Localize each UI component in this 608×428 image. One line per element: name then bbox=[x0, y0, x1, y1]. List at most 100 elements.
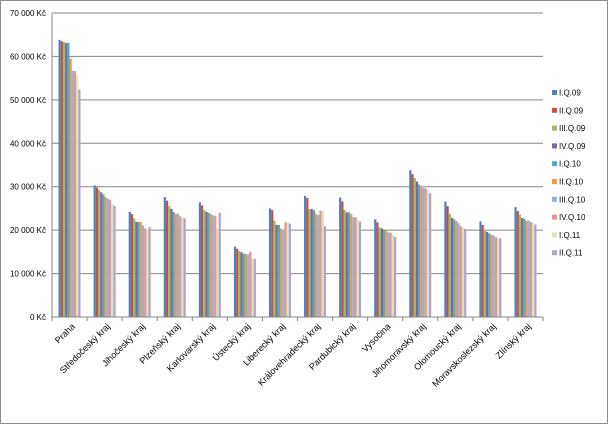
bar-I-Q-09-4 bbox=[198, 202, 202, 317]
category-label: Praha bbox=[53, 321, 77, 345]
bar-I-Q-11-3 bbox=[181, 217, 184, 317]
bar-IV-Q-10-11 bbox=[459, 226, 462, 317]
bar-IV-Q-10-3 bbox=[179, 216, 182, 317]
legend-label: III.Q.09 bbox=[559, 124, 586, 133]
bar-I-Q-10-10 bbox=[418, 184, 421, 317]
bar-IV-Q-09-11 bbox=[450, 217, 454, 317]
bar-IV-Q-10-5 bbox=[249, 251, 252, 317]
bar-I-Q-10-8 bbox=[347, 212, 351, 317]
bar-II-Q-10-3 bbox=[174, 213, 177, 317]
bar-II-Q-10-7 bbox=[315, 213, 318, 317]
bar-II-Q-10-6 bbox=[279, 228, 283, 317]
bar-III-Q-09-1 bbox=[98, 189, 101, 317]
bar-I-Q-11-4 bbox=[216, 228, 219, 317]
bar-II-Q-09-5 bbox=[236, 248, 239, 317]
bar-I-Q-11-2 bbox=[146, 229, 149, 317]
bar-II-Q-10-2 bbox=[139, 221, 142, 317]
bar-III-Q-09-10 bbox=[413, 178, 416, 317]
bar-III-Q-10-6 bbox=[282, 229, 285, 317]
bar-III-Q-10-7 bbox=[317, 214, 320, 317]
y-tick-label: 10 000 Kč bbox=[10, 270, 46, 279]
bar-III-Q-10-12 bbox=[492, 235, 495, 317]
legend-swatch bbox=[552, 125, 557, 131]
bar-II-Q-11-0 bbox=[78, 89, 81, 317]
bar-IV-Q-09-8 bbox=[345, 212, 348, 317]
y-tick-label: 0 Kč bbox=[30, 313, 46, 322]
bar-IV-Q-10-6 bbox=[284, 222, 287, 317]
bar-II-Q-11-13 bbox=[534, 224, 537, 317]
bar-I-Q-10-1 bbox=[102, 194, 105, 317]
category-label: Moravskoslezský kraj bbox=[430, 321, 498, 389]
bar-I-Q-10-6 bbox=[277, 224, 280, 317]
bar-III-Q-09-5 bbox=[238, 250, 241, 317]
bar-II-Q-11-1 bbox=[113, 205, 116, 317]
y-tick-label: 60 000 Kč bbox=[10, 52, 46, 61]
bar-II-Q-11-9 bbox=[393, 237, 397, 317]
bar-I-Q-11-8 bbox=[356, 219, 359, 317]
bar-IV-Q-10-9 bbox=[389, 232, 392, 317]
bar-IV-Q-09-5 bbox=[240, 252, 243, 317]
legend-label: I.Q.11 bbox=[559, 231, 581, 240]
bar-II-Q-09-3 bbox=[165, 200, 169, 317]
bar-II-Q-10-10 bbox=[420, 186, 423, 317]
bar-II-Q-10-1 bbox=[104, 197, 107, 317]
bar-II-Q-10-12 bbox=[490, 234, 493, 317]
bar-II-Q-10-13 bbox=[525, 220, 528, 317]
legend-swatch bbox=[552, 90, 557, 95]
bar-I-Q-10-2 bbox=[137, 221, 140, 317]
bar-IV-Q-09-3 bbox=[170, 208, 173, 317]
bar-III-Q-10-1 bbox=[106, 198, 110, 317]
legend-swatch bbox=[552, 232, 557, 238]
bar-III-Q-10-0 bbox=[71, 70, 74, 317]
bar-I-Q-09-9 bbox=[374, 219, 377, 317]
bar-I-Q-10-11 bbox=[453, 219, 456, 317]
bar-IV-Q-10-7 bbox=[319, 210, 322, 317]
bar-II-Q-09-1 bbox=[95, 187, 99, 317]
y-tick-label: 50 000 Kč bbox=[10, 96, 46, 105]
bar-II-Q-09-9 bbox=[376, 222, 379, 317]
bar-I-Q-11-12 bbox=[496, 238, 500, 317]
legend-label: III.Q.10 bbox=[559, 195, 586, 204]
bar-IV-Q-09-13 bbox=[521, 217, 524, 317]
bar-I-Q-10-12 bbox=[488, 233, 491, 317]
bar-II-Q-11-11 bbox=[464, 228, 467, 317]
legend-label: I.Q.09 bbox=[559, 89, 581, 98]
bar-I-Q-09-1 bbox=[93, 185, 96, 317]
bar-II-Q-11-12 bbox=[499, 238, 502, 317]
bar-II-Q-11-4 bbox=[218, 212, 221, 317]
bar-I-Q-11-9 bbox=[391, 234, 394, 317]
category-label: Královehradecký kraj bbox=[256, 321, 323, 388]
bar-I-Q-09-6 bbox=[268, 208, 272, 317]
bar-IV-Q-09-12 bbox=[485, 231, 489, 317]
bar-II-Q-10-9 bbox=[385, 230, 388, 317]
bar-IV-Q-09-9 bbox=[380, 228, 383, 317]
bar-II-Q-09-13 bbox=[516, 211, 519, 317]
bar-III-Q-09-2 bbox=[133, 218, 136, 317]
bar-IV-Q-09-0 bbox=[65, 42, 68, 318]
legend-swatch bbox=[552, 143, 557, 149]
bar-IV-Q-09-10 bbox=[415, 181, 419, 317]
legend-swatch bbox=[552, 214, 557, 220]
bar-IV-Q-10-0 bbox=[73, 71, 77, 318]
y-tick-label: 70 000 Kč bbox=[10, 9, 46, 18]
bar-I-Q-09-7 bbox=[304, 195, 307, 317]
bar-I-Q-10-5 bbox=[242, 253, 245, 317]
y-tick-label: 20 000 Kč bbox=[10, 226, 46, 235]
bar-III-Q-10-8 bbox=[352, 217, 355, 317]
legend-label: II.Q.11 bbox=[559, 249, 583, 258]
bar-I-Q-09-8 bbox=[339, 197, 342, 317]
legend-swatch bbox=[552, 196, 557, 202]
bar-III-Q-09-8 bbox=[343, 209, 346, 317]
bar-I-Q-10-3 bbox=[172, 211, 175, 317]
bar-II-Q-09-8 bbox=[341, 201, 344, 317]
bar-IV-Q-09-1 bbox=[100, 192, 103, 317]
bar-II-Q-11-5 bbox=[253, 258, 256, 317]
bar-IV-Q-09-7 bbox=[310, 208, 313, 317]
bar-II-Q-11-2 bbox=[148, 227, 151, 317]
bar-IV-Q-09-4 bbox=[205, 211, 208, 317]
bar-III-Q-09-6 bbox=[273, 220, 276, 317]
bar-I-Q-09-10 bbox=[409, 170, 412, 317]
bar-III-Q-10-4 bbox=[212, 215, 215, 317]
